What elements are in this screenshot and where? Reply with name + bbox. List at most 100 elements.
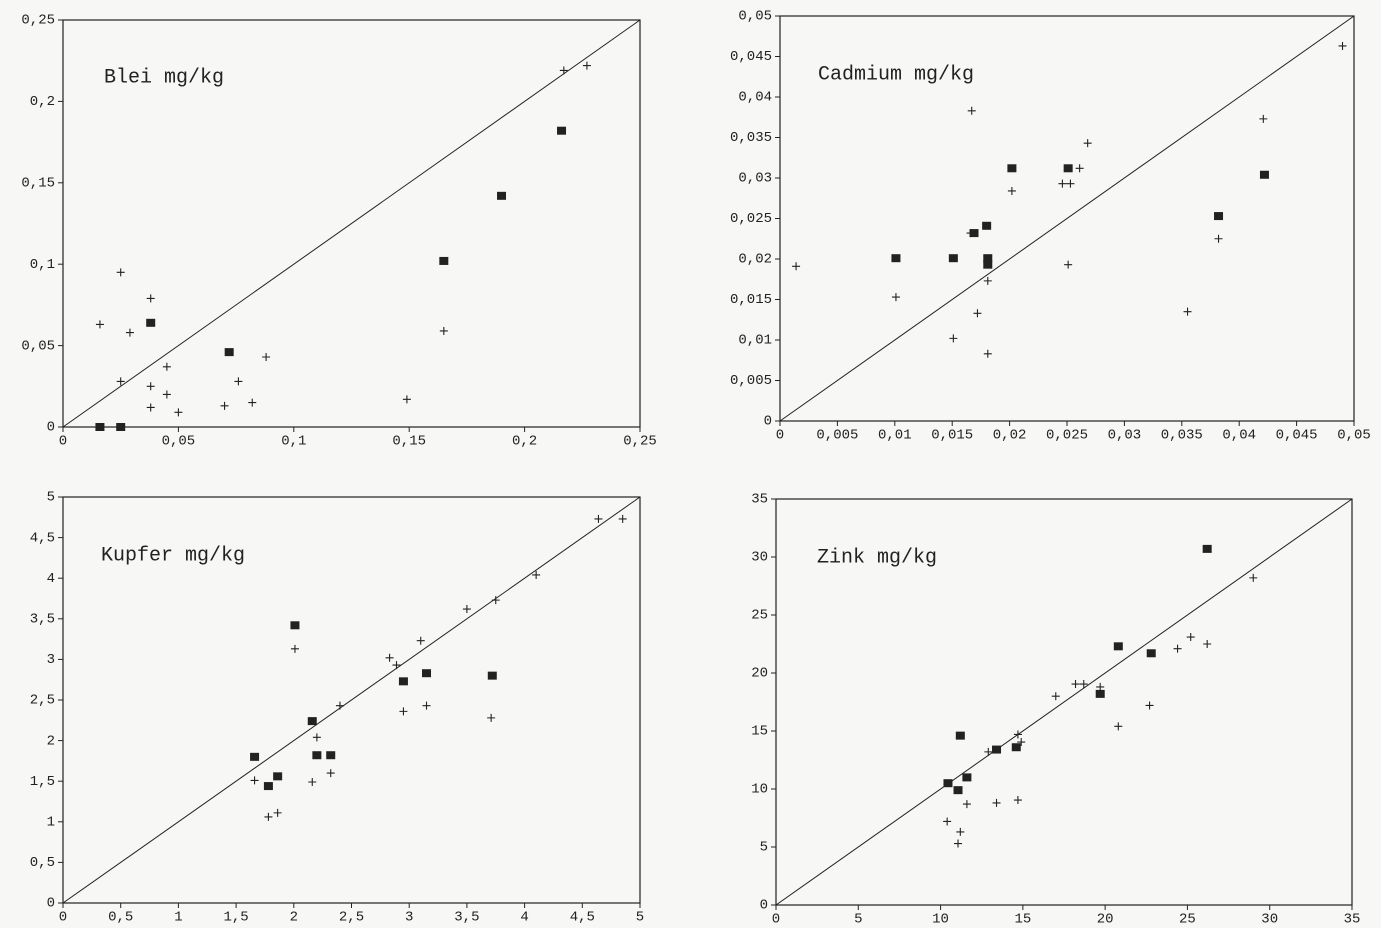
y-tick-label: 0,02 bbox=[738, 252, 772, 268]
plus-point bbox=[234, 377, 243, 386]
plus-point bbox=[290, 644, 299, 653]
x-tick-label: 0,045 bbox=[1276, 428, 1318, 444]
square-point bbox=[1202, 544, 1212, 553]
square-point bbox=[224, 348, 234, 357]
plus-point bbox=[162, 390, 171, 399]
plus-point bbox=[422, 701, 431, 710]
y-tick-label: 0,25 bbox=[21, 13, 55, 29]
square-point bbox=[1113, 642, 1123, 651]
plus-point bbox=[956, 827, 965, 836]
square-point bbox=[1214, 212, 1224, 221]
plus-point bbox=[399, 707, 408, 716]
square-point bbox=[95, 423, 105, 431]
square-point bbox=[312, 751, 322, 760]
x-tick-label: 4 bbox=[520, 910, 528, 926]
square-point bbox=[955, 731, 965, 740]
plus-point bbox=[462, 605, 471, 614]
x-tick-label: 0,02 bbox=[993, 428, 1027, 444]
plot-frame bbox=[62, 19, 641, 428]
y-tick-label: 2,5 bbox=[30, 693, 55, 709]
identity-line bbox=[775, 498, 1353, 906]
plus-point bbox=[973, 309, 982, 318]
x-tick-label: 5 bbox=[636, 910, 644, 926]
plus-point bbox=[1214, 234, 1223, 243]
plus-point bbox=[1066, 179, 1075, 188]
x-tick-label: 0,5 bbox=[108, 910, 133, 926]
x-tick-label: 0,005 bbox=[816, 428, 858, 444]
plus-point bbox=[1079, 680, 1088, 689]
y-tick-label: 2 bbox=[47, 733, 55, 749]
x-tick-label: 0,04 bbox=[1222, 428, 1256, 444]
y-tick-label: 0,5 bbox=[30, 855, 55, 871]
square-point bbox=[307, 717, 317, 726]
x-tick-label: 3,5 bbox=[454, 910, 479, 926]
y-tick-label: 0,15 bbox=[21, 176, 55, 192]
plus-point bbox=[1017, 738, 1026, 747]
y-tick-label: 3 bbox=[47, 652, 55, 668]
x-tick-label: 0,05 bbox=[1337, 428, 1371, 444]
plus-point bbox=[146, 403, 155, 412]
y-tick-label: 15 bbox=[751, 724, 768, 740]
plus-point bbox=[250, 776, 259, 785]
plus-point bbox=[1249, 573, 1258, 582]
plus-point bbox=[1007, 186, 1016, 195]
square-point bbox=[943, 779, 953, 788]
square-point bbox=[146, 318, 156, 327]
square-point bbox=[422, 669, 432, 678]
x-tick-label: 0,05 bbox=[162, 434, 196, 450]
plus-point bbox=[954, 839, 963, 848]
plus-point bbox=[983, 276, 992, 285]
y-tick-label: 0 bbox=[47, 420, 55, 436]
plus-point bbox=[273, 808, 282, 817]
square-point bbox=[962, 773, 972, 782]
square-point bbox=[1011, 743, 1021, 752]
plus-point bbox=[582, 61, 591, 70]
plus-point bbox=[1338, 41, 1347, 50]
chart-title: Blei mg/kg bbox=[104, 66, 224, 89]
square-point bbox=[326, 751, 336, 760]
y-tick-label: 0,05 bbox=[21, 338, 55, 354]
y-tick-label: 0,05 bbox=[738, 9, 772, 25]
y-tick-label: 4,5 bbox=[30, 530, 55, 546]
x-tick-label: 0,015 bbox=[931, 428, 973, 444]
y-tick-label: 20 bbox=[751, 666, 768, 682]
y-tick-label: 0,045 bbox=[730, 49, 772, 65]
plus-point bbox=[1051, 692, 1060, 701]
square-point bbox=[891, 254, 901, 263]
plus-point bbox=[326, 769, 335, 778]
plus-point bbox=[891, 293, 900, 302]
x-tick-label: 1 bbox=[174, 910, 182, 926]
square-point bbox=[982, 221, 992, 230]
y-tick-label: 5 bbox=[760, 840, 768, 856]
plus-point bbox=[1071, 680, 1080, 689]
plus-point bbox=[1058, 179, 1067, 188]
square-point bbox=[290, 621, 300, 630]
square-point bbox=[983, 254, 993, 263]
x-tick-label: 5 bbox=[854, 912, 862, 928]
square-point bbox=[948, 254, 958, 263]
plus-point bbox=[116, 268, 125, 277]
square-point bbox=[1063, 164, 1073, 173]
x-tick-label: 3 bbox=[405, 910, 413, 926]
x-tick-label: 10 bbox=[932, 912, 949, 928]
plus-point bbox=[1183, 307, 1192, 316]
plot-frame bbox=[775, 498, 1353, 906]
y-tick-label: 4 bbox=[47, 571, 55, 587]
square-point bbox=[398, 677, 408, 686]
square-point bbox=[497, 191, 507, 200]
plus-point bbox=[125, 328, 134, 337]
x-tick-label: 25 bbox=[1179, 912, 1196, 928]
x-tick-label: 15 bbox=[1014, 912, 1031, 928]
y-tick-label: 0,1 bbox=[30, 257, 55, 273]
y-tick-label: 0,01 bbox=[738, 333, 772, 349]
plus-point bbox=[1203, 640, 1212, 648]
plus-point bbox=[392, 661, 401, 670]
plus-point bbox=[1145, 701, 1154, 710]
y-tick-label: 10 bbox=[751, 782, 768, 798]
x-tick-label: 0 bbox=[776, 428, 784, 444]
plus-point bbox=[308, 778, 317, 787]
plus-point bbox=[439, 326, 448, 335]
plus-point bbox=[491, 596, 500, 605]
plus-point bbox=[487, 713, 496, 722]
